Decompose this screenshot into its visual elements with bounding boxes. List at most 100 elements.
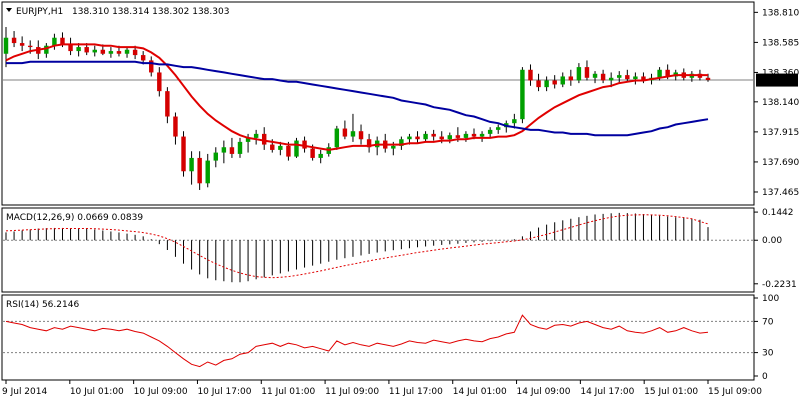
candle-body bbox=[415, 136, 420, 140]
candle-body bbox=[52, 37, 57, 46]
price-tick-label: 138.140 bbox=[762, 98, 799, 108]
candle-body bbox=[318, 153, 323, 158]
rsi-tick-label: 100 bbox=[762, 294, 779, 304]
candle-body bbox=[641, 76, 646, 81]
candle-body bbox=[423, 133, 428, 140]
last-price-label: 138.303 bbox=[760, 76, 797, 86]
candle-body bbox=[140, 55, 146, 61]
macd-tick-label: 0.1442 bbox=[762, 208, 794, 218]
candle-body bbox=[68, 44, 73, 52]
time-tick-label: 11 Jul 01:00 bbox=[261, 387, 315, 397]
candle-body bbox=[229, 147, 235, 154]
candle-body bbox=[560, 76, 565, 85]
candle-body bbox=[197, 157, 202, 184]
candle-body bbox=[149, 60, 154, 73]
candle-body bbox=[665, 69, 670, 77]
candle-body bbox=[60, 37, 65, 45]
candle-body bbox=[237, 141, 243, 154]
candle-body bbox=[261, 133, 267, 145]
candle-body bbox=[495, 127, 501, 130]
candle-body bbox=[253, 133, 259, 138]
candle-body bbox=[600, 73, 606, 81]
price-tick-label: 137.465 bbox=[762, 188, 799, 198]
rsi-panel[interactable] bbox=[1, 294, 755, 381]
macd-tick-label: 0.00 bbox=[762, 236, 782, 246]
slow-moving-average-line bbox=[6, 60, 709, 137]
candle-body bbox=[447, 135, 453, 140]
price-panel[interactable] bbox=[1, 1, 755, 206]
price-axis: 138.810 138.585 138.360 138.140 137.915 137.6… bbox=[754, 8, 799, 198]
candle-body bbox=[633, 76, 638, 80]
candle-body bbox=[520, 69, 525, 120]
candle-body bbox=[27, 45, 33, 48]
candle-body bbox=[286, 145, 291, 157]
candle-body bbox=[124, 49, 130, 54]
candle-body bbox=[455, 135, 461, 138]
candle-body bbox=[625, 75, 630, 80]
candle-body bbox=[245, 137, 251, 142]
candle-body bbox=[165, 91, 170, 117]
candle-body bbox=[358, 131, 364, 140]
rsi-line bbox=[5, 314, 709, 368]
time-tick-label: 15 Jul 09:00 bbox=[708, 387, 762, 397]
candle-body bbox=[592, 73, 598, 78]
candle-body bbox=[270, 144, 275, 150]
candle-body bbox=[11, 37, 17, 44]
candle-body bbox=[584, 67, 590, 78]
candlestick-series bbox=[3, 27, 711, 190]
candle-body bbox=[3, 37, 9, 54]
candle-body bbox=[92, 49, 97, 53]
candle-body bbox=[294, 140, 299, 157]
candle-body bbox=[173, 116, 178, 137]
candle-body bbox=[439, 136, 444, 140]
price-tick-label: 138.810 bbox=[762, 8, 799, 18]
candle-body bbox=[479, 133, 485, 137]
candle-body bbox=[100, 49, 106, 54]
rsi-tick-label: 0 bbox=[762, 372, 768, 382]
candle-body bbox=[44, 45, 49, 54]
macd-tick-label: -0.2231 bbox=[762, 280, 797, 290]
time-tick-label: 14 Jul 01:00 bbox=[453, 387, 507, 397]
candle-body bbox=[221, 147, 227, 153]
time-tick-label: 9 Jul 2014 bbox=[2, 387, 47, 397]
candle-body bbox=[132, 49, 138, 56]
candle-body bbox=[108, 51, 114, 54]
time-tick-label: 10 Jul 17:00 bbox=[197, 387, 251, 397]
candle-body bbox=[391, 145, 396, 149]
time-axis: 9 Jul 2014 10 Jul 01:00 10 Jul 09:00 10 Jul… bbox=[2, 380, 762, 397]
rsi-title: RSI(14) 56.2146 bbox=[6, 300, 79, 310]
candle-body bbox=[471, 133, 477, 137]
time-tick-label: 10 Jul 09:00 bbox=[134, 387, 188, 397]
price-tick-label: 137.690 bbox=[762, 158, 799, 168]
price-tick-label: 138.360 bbox=[762, 68, 799, 78]
candle-body bbox=[84, 47, 89, 53]
time-tick-label: 14 Jul 17:00 bbox=[580, 387, 634, 397]
time-tick-label: 11 Jul 09:00 bbox=[325, 387, 379, 397]
candle-body bbox=[487, 129, 493, 134]
last-price-badge: 138.303 bbox=[756, 73, 798, 87]
time-tick-label: 14 Jul 09:00 bbox=[517, 387, 571, 397]
candle-body bbox=[544, 80, 549, 88]
ohlc-label: 138.310 138.314 138.302 138.303 bbox=[72, 7, 229, 17]
candle-body bbox=[310, 148, 315, 158]
time-tick-label: 15 Jul 01:00 bbox=[644, 387, 698, 397]
symbol-label: EURJPY,H1 bbox=[16, 7, 63, 17]
candle-body bbox=[350, 131, 356, 137]
time-tick-label: 11 Jul 17:00 bbox=[389, 387, 443, 397]
candle-body bbox=[366, 139, 372, 148]
candle-body bbox=[705, 77, 711, 81]
macd-panel[interactable] bbox=[1, 207, 755, 293]
candle-body bbox=[19, 43, 25, 46]
price-tick-label: 137.915 bbox=[762, 128, 799, 138]
candle-body bbox=[657, 69, 662, 78]
candle-body bbox=[205, 160, 210, 184]
candle-body bbox=[213, 152, 219, 161]
candle-body bbox=[536, 80, 541, 88]
candle-body bbox=[189, 157, 194, 172]
rsi-axis: 100 70 30 0 bbox=[754, 294, 779, 382]
candle-body bbox=[463, 133, 469, 138]
candle-body bbox=[576, 67, 582, 81]
dropdown-arrow-icon[interactable] bbox=[6, 8, 12, 12]
macd-histogram bbox=[5, 212, 709, 283]
